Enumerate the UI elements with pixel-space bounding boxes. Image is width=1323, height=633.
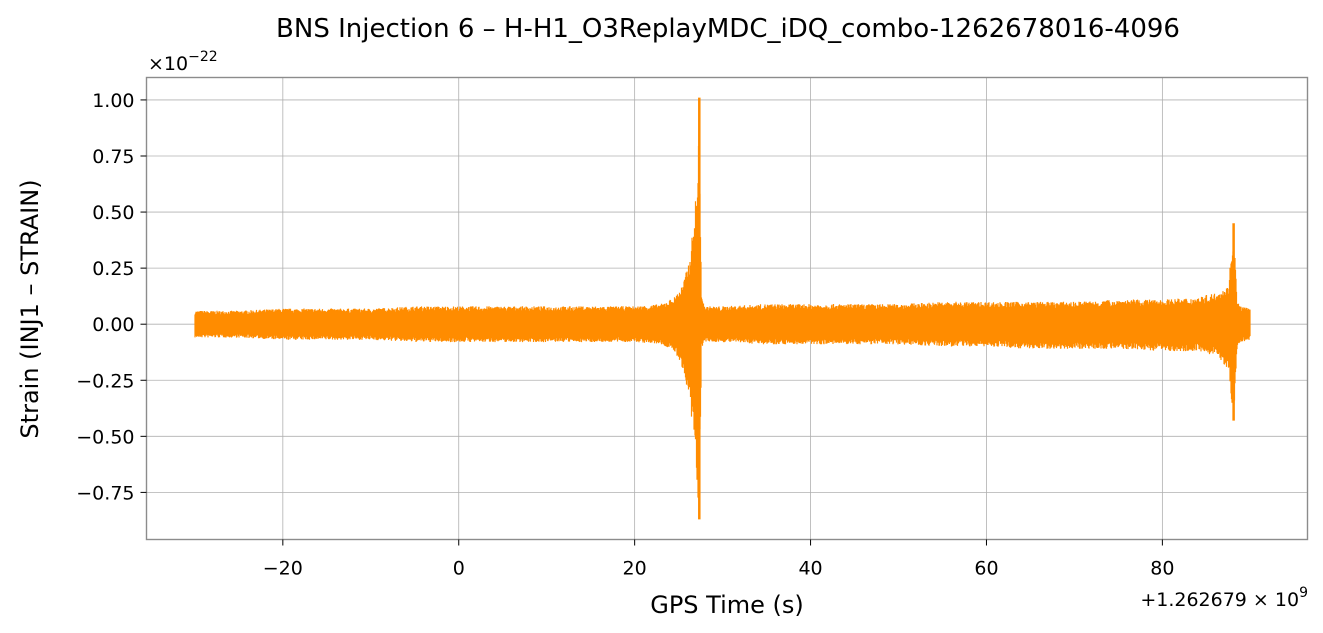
x-tick-label: −20 xyxy=(263,558,303,580)
y-tick-label: 0.00 xyxy=(92,314,134,336)
chart-title: BNS Injection 6 – H-H1_O3ReplayMDC_iDQ_c… xyxy=(276,14,1180,44)
x-axis-ticks: −20 0 20 40 60 80 xyxy=(263,539,1174,580)
y-tick-label: −0.75 xyxy=(76,482,134,504)
x-tick-label: 20 xyxy=(623,558,647,580)
strain-series xyxy=(194,97,1251,520)
y-tick-label: −0.25 xyxy=(76,370,134,392)
svg-text:+1.262679 × 109: +1.262679 × 109 xyxy=(1140,585,1308,611)
y-scale-label: ×10 xyxy=(148,53,188,75)
strain-series-line xyxy=(194,133,1251,499)
y-tick-label: 1.00 xyxy=(92,90,134,112)
y-scale-annotation: ×10−22 xyxy=(148,49,218,75)
x-axis-label: GPS Time (s) xyxy=(650,591,804,619)
y-tick-label: 0.25 xyxy=(92,258,134,280)
x-offset-label: +1.262679 × 10 xyxy=(1140,589,1299,611)
y-scale-exponent: −22 xyxy=(188,49,218,65)
plot-area-frame xyxy=(145,76,1309,541)
y-axis-label: Strain (INJ1 – STRAIN) xyxy=(16,179,44,438)
x-tick-label: 80 xyxy=(1150,558,1174,580)
x-offset-exponent: 9 xyxy=(1299,585,1308,601)
y-tick-label: 0.75 xyxy=(92,146,134,168)
x-tick-label: 40 xyxy=(798,558,822,580)
y-axis-ticks: 1.00 0.75 0.50 0.25 0.00 −0.25 −0.50 −0.75 xyxy=(76,90,147,504)
x-offset-annotation: +1.262679 × 109 xyxy=(1140,585,1308,611)
svg-text:×10−22: ×10−22 xyxy=(148,49,218,75)
x-tick-label: 0 xyxy=(453,558,465,580)
y-tick-label: −0.50 xyxy=(76,426,134,448)
x-tick-label: 60 xyxy=(974,558,998,580)
y-tick-label: 0.50 xyxy=(92,202,134,224)
